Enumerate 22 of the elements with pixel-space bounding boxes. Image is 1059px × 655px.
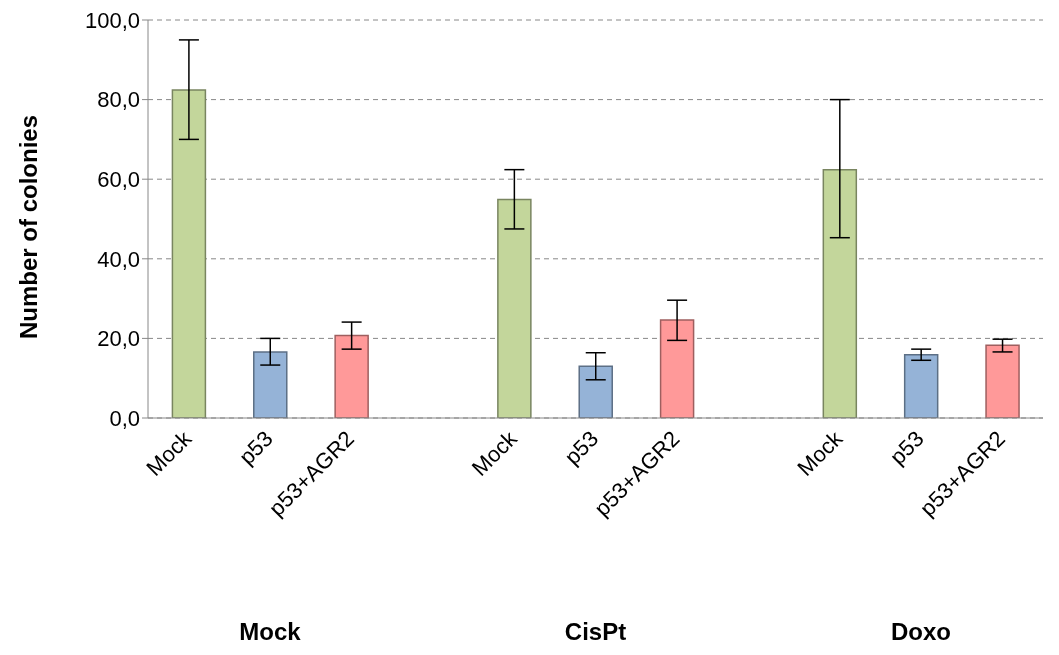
y-tick-label: 40,0 [97, 246, 140, 272]
bar [578, 365, 613, 418]
y-tick-label: 80,0 [97, 87, 140, 113]
y-tick-label: 100,0 [84, 7, 140, 33]
bar [659, 319, 695, 418]
y-axis-title: Number of colonies [14, 114, 42, 339]
bar [253, 351, 288, 418]
bar [822, 168, 858, 418]
y-tick-label: 60,0 [97, 167, 140, 193]
bar [903, 353, 939, 418]
bar [497, 198, 532, 418]
y-tick-label: 20,0 [97, 326, 140, 352]
bar [334, 334, 369, 418]
bar [171, 89, 207, 418]
text: Mock [238, 618, 302, 646]
x-tick-label: p53 [234, 425, 278, 470]
bar [985, 344, 1020, 418]
x-tick-label: p53 [884, 425, 929, 470]
y-tick-label: 0,0 [109, 405, 140, 431]
x-tick-label: p53 [559, 425, 604, 470]
text: Doxo [889, 618, 952, 646]
text: CisPt [563, 618, 628, 646]
